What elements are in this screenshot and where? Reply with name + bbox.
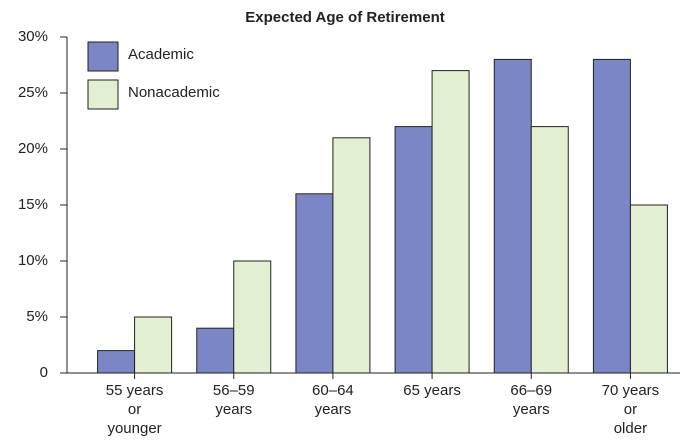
bar bbox=[97, 350, 136, 374]
x-tick-label: 66–69 years bbox=[510, 382, 553, 418]
y-tick-label: 25% bbox=[18, 84, 48, 101]
x-tick-label: 70 years or older bbox=[601, 382, 660, 437]
bar bbox=[629, 204, 668, 374]
bar bbox=[295, 193, 334, 374]
bar bbox=[431, 70, 470, 374]
bar bbox=[493, 58, 532, 374]
y-tick-label: 5% bbox=[26, 308, 48, 325]
bar bbox=[394, 126, 433, 374]
x-tick-label: 60–64 years bbox=[312, 382, 354, 418]
y-tick-label: 20% bbox=[18, 140, 48, 157]
bar bbox=[233, 260, 272, 374]
bar bbox=[592, 58, 631, 374]
bar bbox=[196, 327, 235, 374]
legend-swatch bbox=[87, 79, 119, 110]
legend-label: Nonacademic bbox=[128, 84, 220, 101]
y-tick-label: 15% bbox=[18, 196, 48, 213]
bar bbox=[530, 126, 569, 374]
bar bbox=[134, 316, 173, 374]
legend-swatch bbox=[87, 41, 119, 72]
x-tick-label: 55 years or younger bbox=[105, 382, 164, 437]
y-tick-label: 30% bbox=[18, 28, 48, 45]
legend-label: Academic bbox=[128, 46, 194, 63]
x-tick-label: 65 years bbox=[403, 382, 461, 399]
x-tick-label: 56–59 years bbox=[212, 382, 255, 418]
chart-title: Expected Age of Retirement bbox=[245, 9, 445, 26]
y-tick-label: 0 bbox=[40, 364, 48, 381]
bar bbox=[332, 137, 371, 374]
y-tick-label: 10% bbox=[18, 252, 48, 269]
